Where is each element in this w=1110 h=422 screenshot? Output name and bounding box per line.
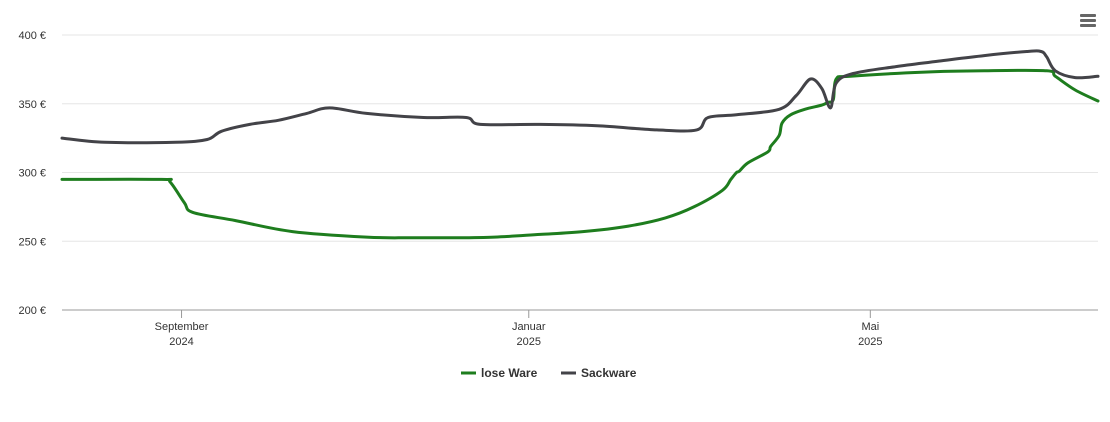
legend-item[interactable]: lose Ware xyxy=(461,366,538,380)
grid-lines xyxy=(62,34,1098,242)
y-tick-label: 350 € xyxy=(18,99,46,111)
chart-menu-button[interactable] xyxy=(1076,10,1100,32)
x-tick-month: September xyxy=(155,321,209,333)
legend-item[interactable]: Sackware xyxy=(561,366,637,380)
y-tick-label: 200 € xyxy=(18,305,46,317)
series-lines xyxy=(60,49,1100,240)
y-tick-label: 400 € xyxy=(18,30,46,42)
x-tick-year: 2025 xyxy=(517,336,541,348)
hamburger-menu-icon xyxy=(1080,14,1096,17)
x-axis-ticks: September 2024 Januar 2025 Mai 2025 xyxy=(155,310,883,348)
legend-label: Sackware xyxy=(581,366,637,380)
y-tick-label: 250 € xyxy=(18,236,46,248)
y-tick-label: 300 € xyxy=(18,168,46,180)
legend-label: lose Ware xyxy=(481,366,538,380)
x-tick-month: Januar xyxy=(512,321,546,333)
series-line-lose-ware xyxy=(60,68,1100,240)
legend: lose Ware Sackware xyxy=(461,366,637,380)
series-line-sackware xyxy=(60,49,1100,145)
x-tick-year: 2025 xyxy=(858,336,882,348)
x-tick-year: 2024 xyxy=(169,336,193,348)
x-tick-month: Mai xyxy=(861,321,879,333)
y-axis-ticks: 400 € 350 € 300 € 250 € 200 € xyxy=(18,30,46,317)
